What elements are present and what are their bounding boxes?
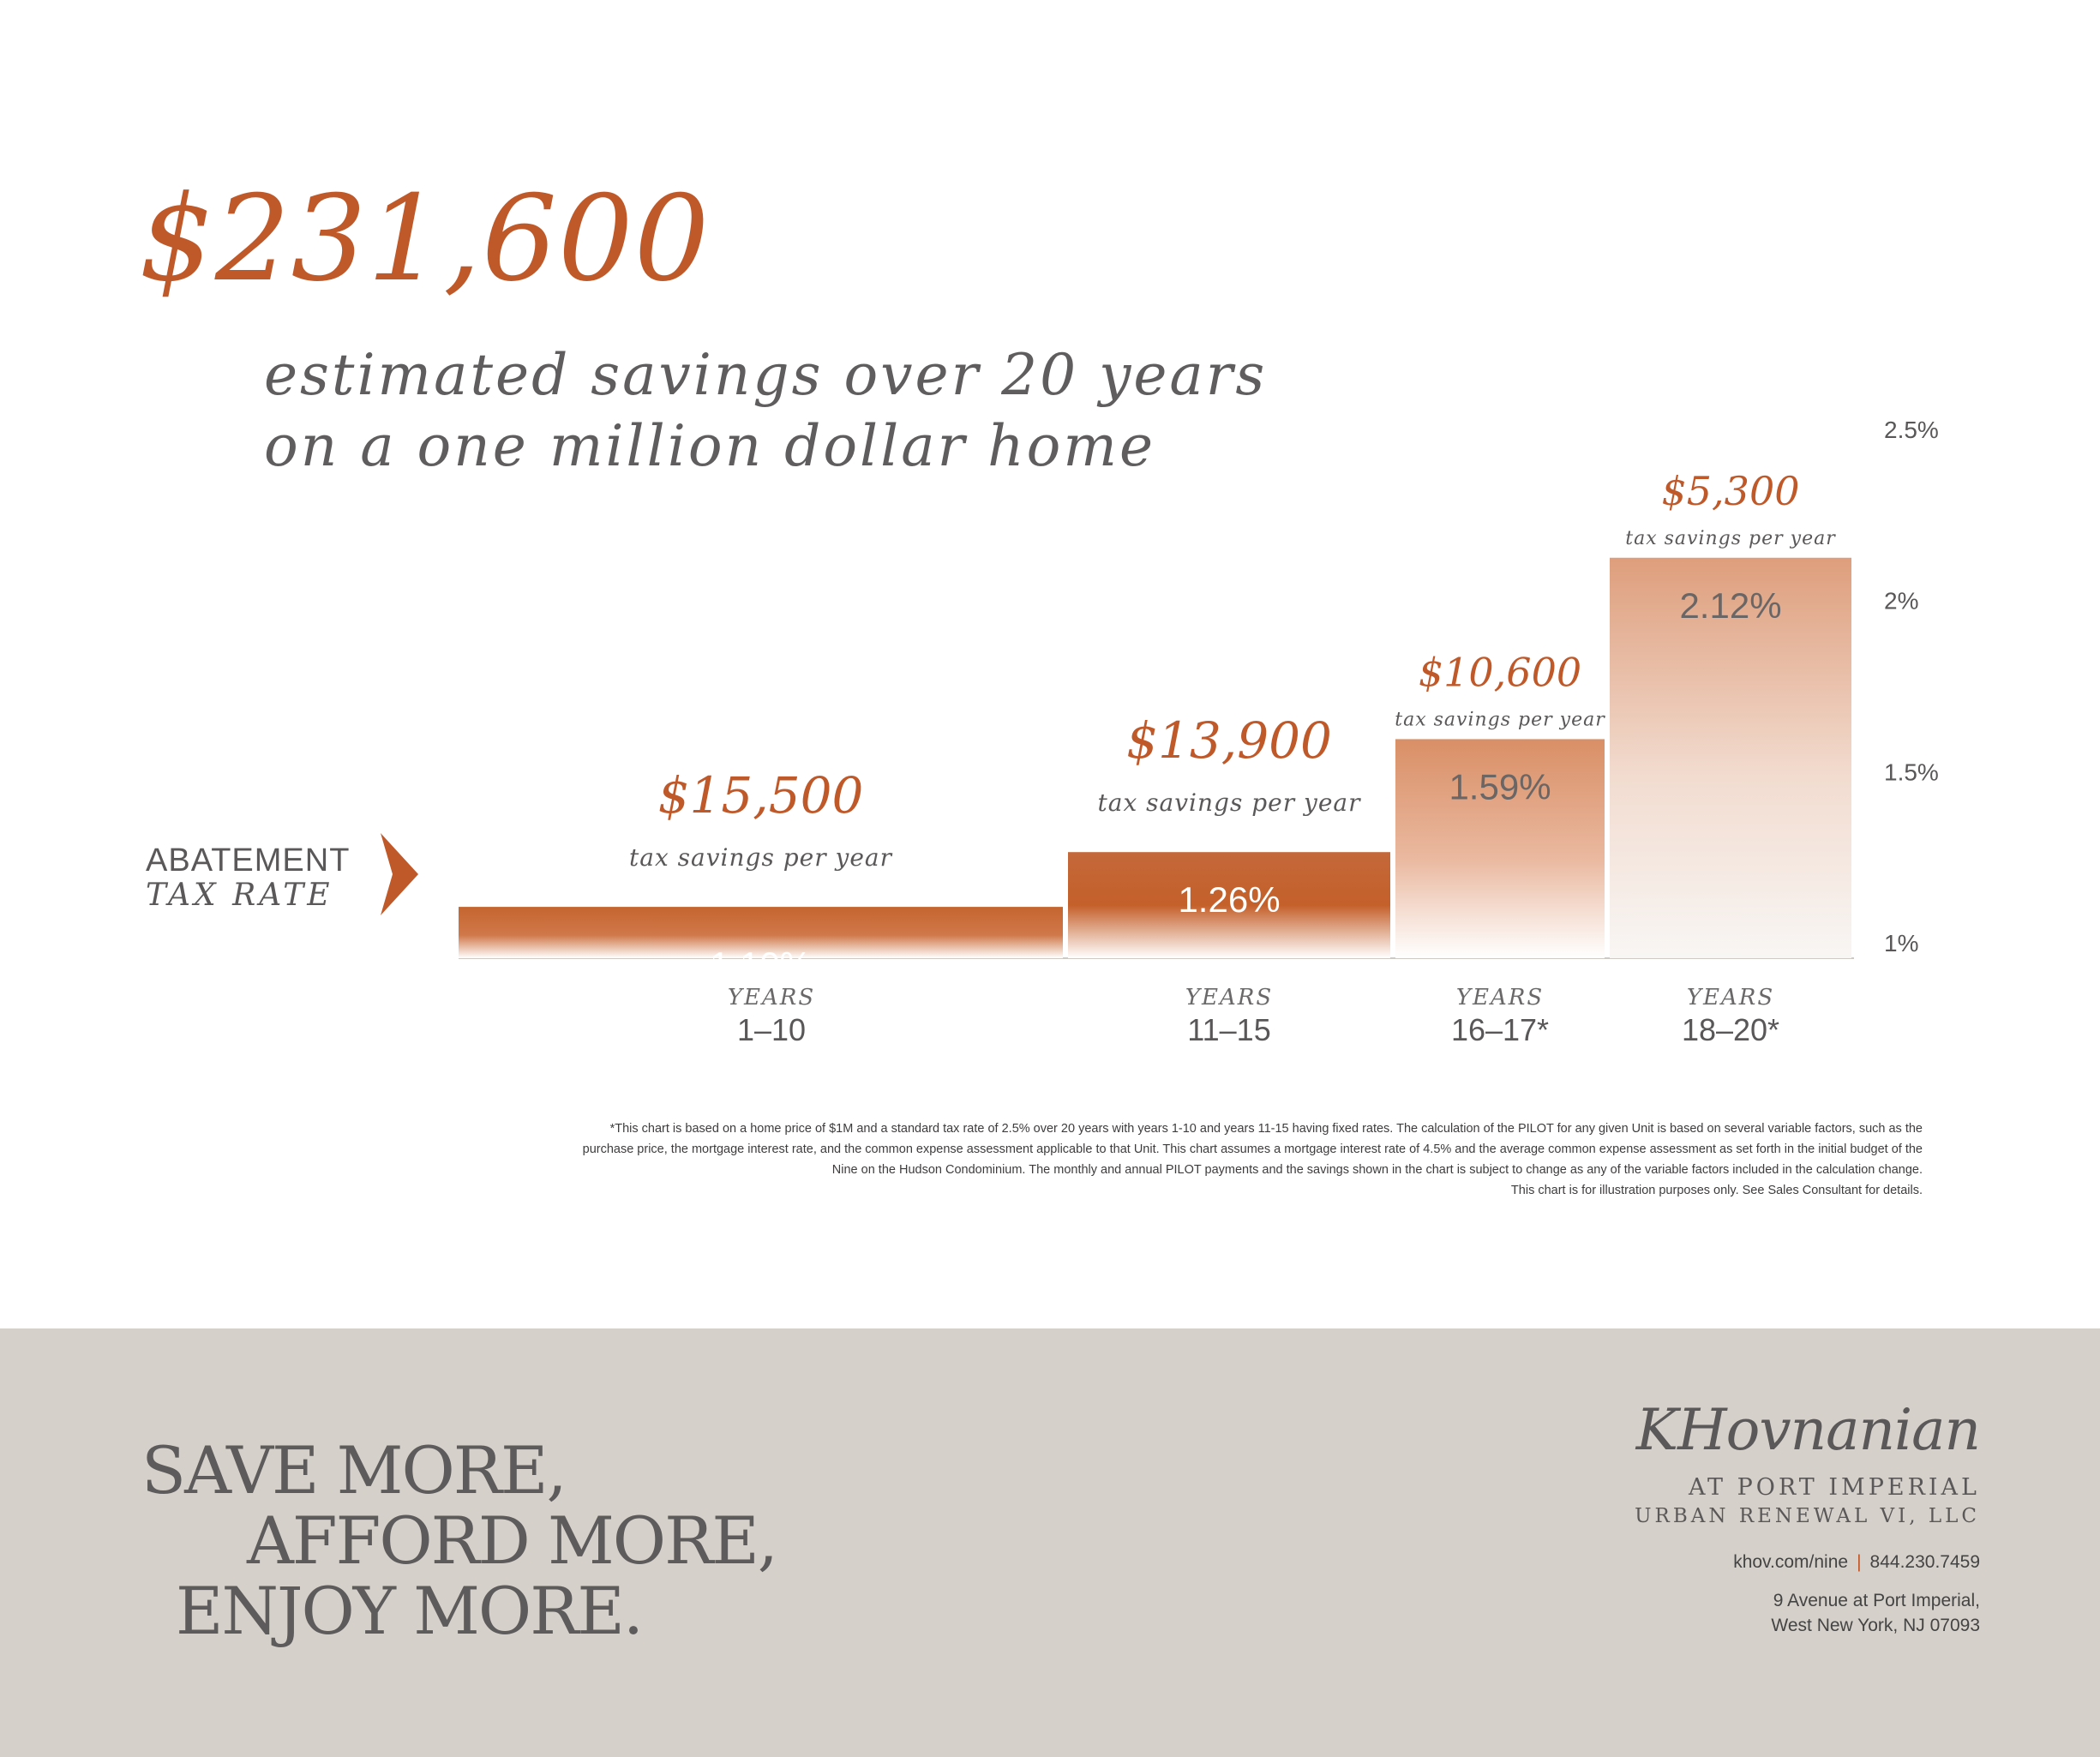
footnote-line: purchase price, the mortgage interest ra… (582, 1142, 1923, 1156)
brand-logo: KHovnanian (1635, 1397, 1981, 1463)
x-axis-tick-label: 18–20* (1682, 1012, 1779, 1047)
x-axis-tick-label: 11–15 (1187, 1012, 1270, 1047)
total-savings: $231,600 (139, 170, 711, 308)
bar-value-label: 2.12% (1679, 585, 1781, 626)
savings-note: tax savings per year (1098, 789, 1362, 817)
slogan-line3: ENJOY MORE. (176, 1573, 644, 1649)
bar-years-1-10 (459, 907, 1063, 958)
bar-value-label: 1.10% (710, 944, 812, 985)
footnote-line: *This chart is based on a home price of … (609, 1122, 1923, 1136)
contact-line: khov.com/nine | 844.230.7459 (1733, 1552, 1980, 1573)
address-line1: 9 Avenue at Port Imperial, (1773, 1591, 1980, 1610)
footnote-line: Nine on the Hudson Condominium. The mont… (831, 1163, 1923, 1177)
x-axis-years-label: YEARS (1456, 985, 1544, 1010)
bar-years-11-15 (1068, 852, 1390, 958)
phone-number[interactable]: 844.230.7459 (1869, 1552, 1980, 1572)
x-axis-tick-label: 16–17* (1451, 1012, 1549, 1047)
savings-amount: $15,500 (658, 766, 864, 825)
chevron-right-icon (381, 833, 418, 915)
y-axis-tick-label: 1% (1884, 930, 1918, 956)
bar-years-16-17 (1395, 739, 1605, 958)
brand-entity: URBAN RENEWAL VI, LLC (1635, 1505, 1980, 1527)
savings-amount: $5,300 (1662, 468, 1800, 514)
y-axis-tick-label: 2% (1884, 588, 1918, 615)
x-axis-tick-label: 1–10 (737, 1012, 806, 1047)
website-link[interactable]: khov.com/nine (1733, 1552, 1849, 1572)
x-axis-years-label: YEARS (1185, 985, 1273, 1010)
footnote: *This chart is based on a home price of … (411, 1118, 1923, 1201)
brand-subtitle: AT PORT IMPERIAL (1689, 1474, 1980, 1501)
footer-band (0, 1328, 2100, 1757)
y-axis-tick-label: 1.5% (1884, 759, 1939, 785)
address-line2: West New York, NJ 07093 (1771, 1616, 1980, 1635)
x-axis-years-label: YEARS (1687, 985, 1774, 1010)
savings-note: tax savings per year (629, 843, 893, 872)
footnote-line: This chart is for illustration purposes … (1510, 1184, 1923, 1197)
savings-amount: $13,900 (1126, 711, 1332, 770)
headline-line1: estimated savings over 20 years (264, 342, 1268, 408)
bar-value-label: 1.59% (1449, 766, 1551, 807)
y-axis-tick-label: 2.5% (1884, 417, 1939, 443)
savings-note: tax savings per year (1625, 528, 1836, 549)
savings-amount: $10,600 (1419, 649, 1581, 695)
savings-note: tax savings per year (1395, 709, 1605, 730)
slogan-line2: AFFORD MORE, (247, 1502, 778, 1579)
bar-value-label: 1.26% (1178, 879, 1280, 920)
bar-years-18-20 (1610, 557, 1851, 958)
abatement-label: ABATEMENT (146, 843, 351, 878)
tax-rate-label: TAX RATE (146, 878, 333, 913)
headline-line2: on a one million dollar home (264, 413, 1156, 479)
x-axis-years-label: YEARS (728, 985, 815, 1010)
divider: | (1857, 1552, 1862, 1572)
slogan-line1: SAVE MORE, (141, 1432, 567, 1508)
